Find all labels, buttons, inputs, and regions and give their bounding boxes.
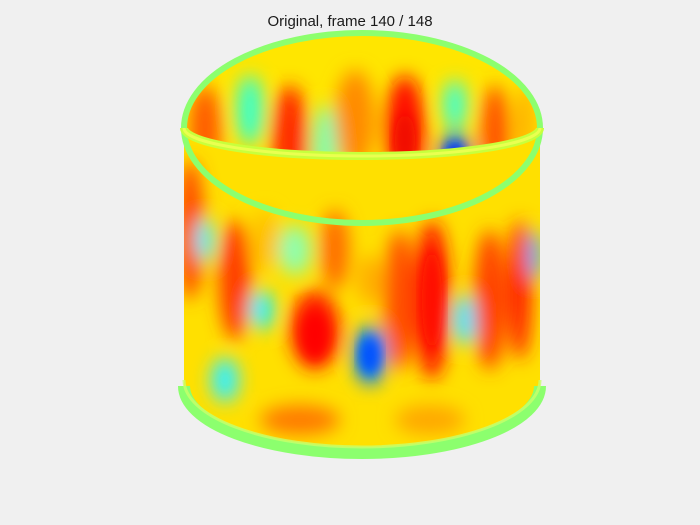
plot-title: Original, frame 140 / 148 xyxy=(267,13,433,30)
inner-wall xyxy=(184,33,540,156)
outer-wall xyxy=(184,128,540,453)
bottom-rim xyxy=(178,379,546,459)
top-rim xyxy=(180,30,544,226)
